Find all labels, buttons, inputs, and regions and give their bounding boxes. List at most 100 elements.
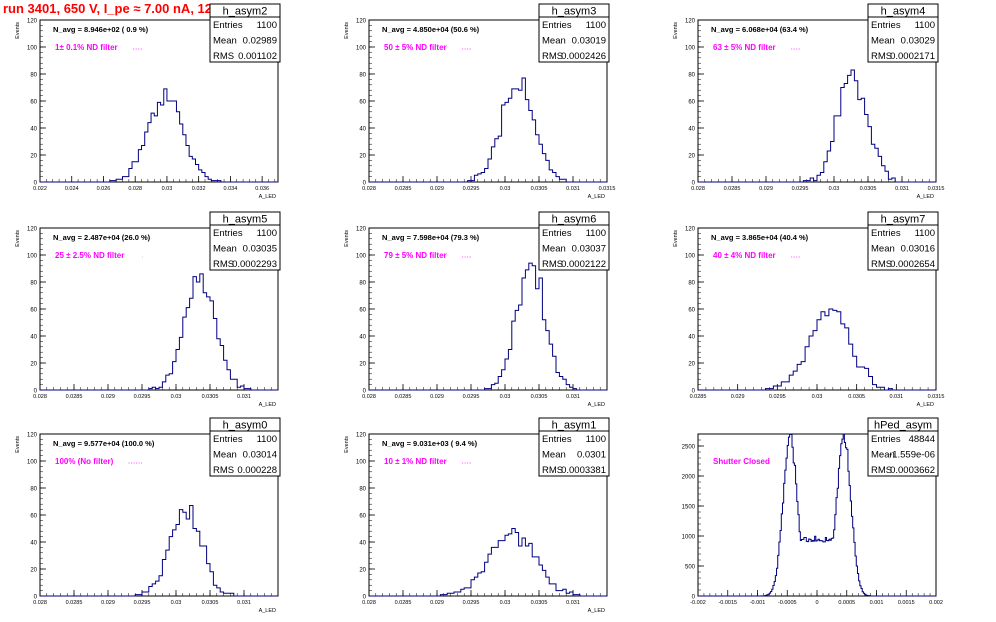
x-tick-label: 0.036 <box>255 186 269 192</box>
y-tick-label: 100 <box>685 46 696 52</box>
x-tick-label: 0.002 <box>929 600 943 606</box>
y-tick-label: 80 <box>359 281 366 287</box>
stat-label: Mean <box>871 244 895 255</box>
x-tick-label: 0.001 <box>870 600 884 606</box>
y-tick-label: 120 <box>356 433 367 439</box>
stat-value: 1100 <box>586 20 606 31</box>
navg-label: N_avg = 7.598e+04 (79.3 %) <box>382 233 480 242</box>
y-tick-label: 40 <box>359 335 366 341</box>
stat-value: 0.0002654 <box>890 259 935 270</box>
x-tick-label: 0.0295 <box>134 394 151 400</box>
histogram-line <box>369 262 607 391</box>
stats-box: h_asym6 Entries 1100 Mean 0.03037 RMS0.000212… <box>538 211 610 271</box>
x-tick-label: 0.031 <box>895 186 909 192</box>
x-tick-label: 0.03 <box>171 600 182 606</box>
y-tick-label: 100 <box>685 254 696 260</box>
filter-label: 79 ± 5% ND filter <box>384 251 447 260</box>
histogram-line <box>369 77 607 183</box>
navg-label: N_avg = 4.850e+04 (50.6 %) <box>382 25 480 34</box>
stats-box-frame <box>209 417 281 477</box>
y-tick-label: 0 <box>692 389 696 395</box>
y-tick-label: 20 <box>30 154 37 160</box>
x-tick-label: 0.0315 <box>928 394 945 400</box>
stats-box-frame <box>538 211 610 271</box>
y-tick-label: 40 <box>688 335 695 341</box>
stat-value: 1100 <box>915 228 935 239</box>
navg-label: N_avg = 3.865e+04 (40.4 %) <box>711 233 809 242</box>
stats-box: h_asym3 Entries 1100 Mean 0.03019 RMS0.000242… <box>538 3 610 63</box>
y-tick-label: 1000 <box>682 535 696 541</box>
stat-label: Entries <box>213 434 243 445</box>
x-tick-label: 0.022 <box>33 186 47 192</box>
x-tick-label: -0.0005 <box>778 600 797 606</box>
histogram-title: h_asym1 <box>552 420 597 432</box>
y-tick-label: 100 <box>27 460 38 466</box>
x-axis-title: A_LED <box>588 194 605 200</box>
stats-box-frame <box>867 3 939 63</box>
x-tick-label: 0.0305 <box>531 186 548 192</box>
navg-label: N_avg = 8.946e+02 ( 0.9 %) <box>53 25 149 34</box>
x-tick-label: 0.026 <box>97 186 111 192</box>
y-tick-label: 120 <box>27 19 38 25</box>
x-tick-label: 0.031 <box>566 394 580 400</box>
x-tick-label: 0.0305 <box>860 186 877 192</box>
stat-label: Mean <box>213 450 237 461</box>
stat-label: Mean <box>871 36 895 47</box>
stat-label: RMS <box>542 259 563 270</box>
stat-value: 1100 <box>586 434 606 445</box>
x-tick-label: 0.0285 <box>66 394 83 400</box>
stat-value: 0.03014 <box>243 450 277 461</box>
x-tick-label: 0.03 <box>500 394 511 400</box>
y-tick-label: 60 <box>30 100 37 106</box>
x-tick-label: 0.029 <box>731 394 745 400</box>
y-tick-label: 0 <box>363 181 367 187</box>
histogram-title: h_asym4 <box>881 6 926 18</box>
y-tick-label: 500 <box>685 565 696 571</box>
x-tick-label: 0.0305 <box>531 600 548 606</box>
y-tick-label: 100 <box>356 460 367 466</box>
filter-label: 40 ± 4% ND filter <box>713 251 776 260</box>
stat-value: 0.03037 <box>572 244 606 255</box>
stat-value: 0.0002122 <box>561 259 606 270</box>
filter-label: 25 ± 2.5% ND filter <box>55 251 124 260</box>
y-tick-label: 20 <box>30 568 37 574</box>
y-tick-label: 20 <box>688 362 695 368</box>
y-axis-title: Events <box>15 22 21 39</box>
stat-value: 0.03029 <box>901 36 935 47</box>
histogram-panel-h-asym6: 0 20 40 60 80 100 120 0.028 0.0285 0.029 0.0295 0.0… <box>344 211 610 408</box>
x-tick-label: 0.029 <box>430 186 444 192</box>
stat-value: 1100 <box>257 228 277 239</box>
stat-label: Mean <box>213 244 237 255</box>
stat-value: 0.001102 <box>238 51 277 62</box>
y-tick-label: 40 <box>359 541 366 547</box>
histogram-panel-h-asym7: 0 20 40 60 80 100 120 0.0285 0.029 0.0295 0.03 0.03… <box>673 211 945 408</box>
y-tick-label: 100 <box>27 254 38 260</box>
filter-label: 100% (No filter) <box>55 457 114 466</box>
histogram-line <box>40 273 278 391</box>
stat-value: 0.0002293 <box>232 259 277 270</box>
histogram-panel-h-asym3: 0 20 40 60 80 100 120 0.028 0.0285 0.029 0.0295 0.0… <box>344 3 615 200</box>
histogram-title: h_asym7 <box>881 214 926 226</box>
filter-label: 10 ± 1% ND filter <box>384 457 447 466</box>
filter-label: 1± 0.1% ND filter <box>55 43 118 52</box>
x-tick-label: 0.0285 <box>66 600 83 606</box>
x-tick-label: -0.002 <box>690 600 706 606</box>
stat-label: RMS <box>542 51 563 62</box>
x-tick-label: 0.029 <box>759 186 773 192</box>
y-tick-label: 100 <box>27 46 38 52</box>
histogram-title: h_asym3 <box>552 6 597 18</box>
x-tick-label: 0.03 <box>829 186 840 192</box>
x-axis-title: A_LED <box>259 402 276 408</box>
x-tick-label: 0.031 <box>237 394 251 400</box>
x-tick-label: 0.024 <box>65 186 79 192</box>
stat-value: 1100 <box>257 20 277 31</box>
y-tick-label: 20 <box>30 362 37 368</box>
stats-box: h_asym0 Entries 1100 Mean 0.03014 RMS 0.000228 <box>209 417 281 477</box>
histogram-line <box>698 308 936 391</box>
x-axis-title: A_LED <box>259 194 276 200</box>
stat-label: Mean <box>871 450 895 461</box>
y-tick-label: 80 <box>359 73 366 79</box>
filter-label: 50 ± 5% ND filter <box>384 43 447 52</box>
stat-label: Entries <box>213 228 243 239</box>
stat-value: 0.0003662 <box>890 465 935 476</box>
